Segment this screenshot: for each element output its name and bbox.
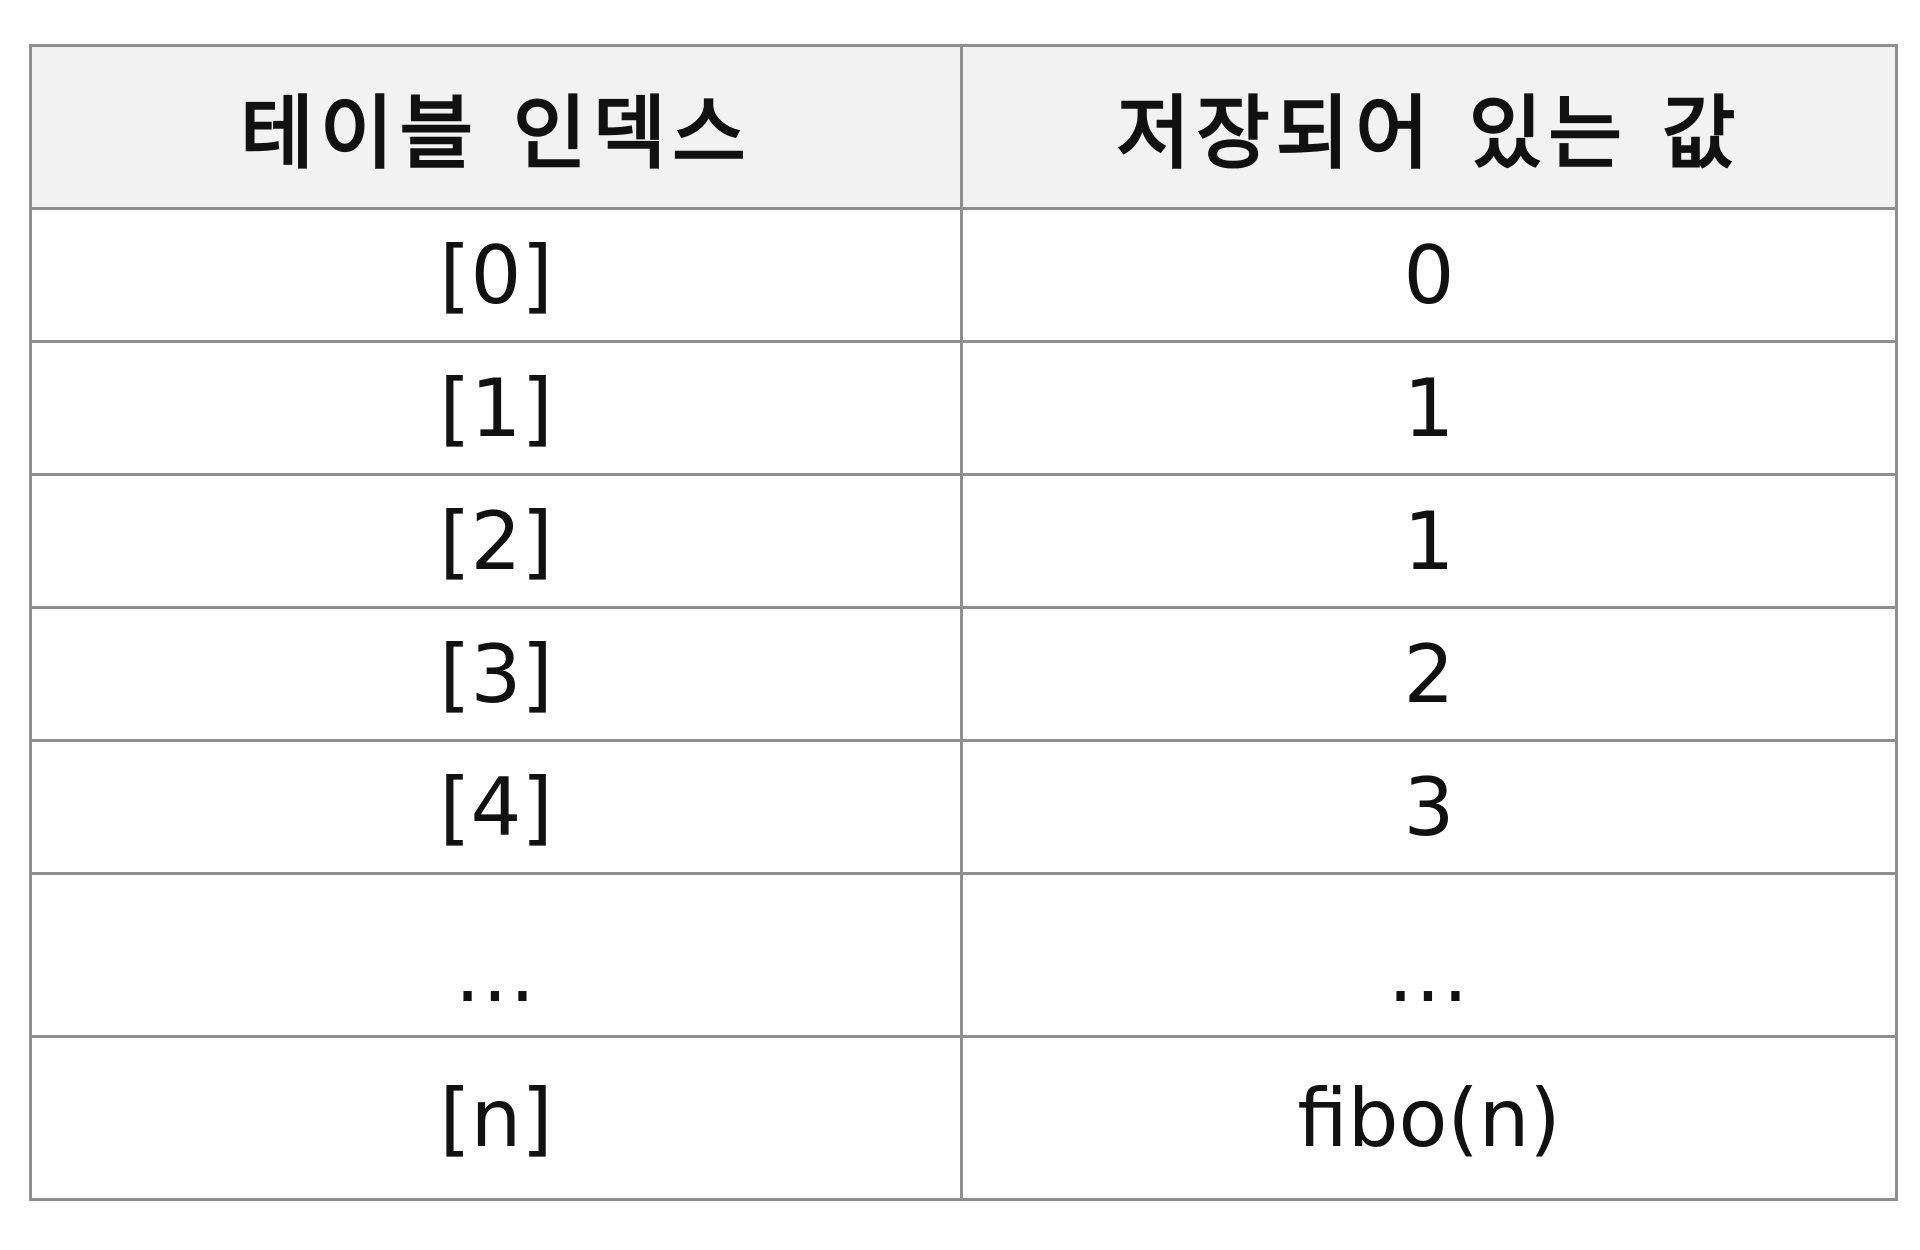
ellipsis-text: ... <box>1387 926 1471 1020</box>
index-cell: [3] <box>29 606 963 742</box>
ellipsis-text: ... <box>454 926 538 1020</box>
table-row: [4] 3 <box>29 739 1898 875</box>
value-ellipsis-cell: ... <box>960 872 1898 1038</box>
table-row: [0] 0 <box>29 207 1898 343</box>
value-cell: 1 <box>960 473 1898 609</box>
table-row: [n] fibo(n) <box>29 1035 1898 1201</box>
value-cell: 1 <box>960 340 1898 476</box>
value-cell: 0 <box>960 207 1898 343</box>
table-row-ellipsis: ... ... <box>29 872 1898 1038</box>
table-header-row: 테이블 인덱스 저장되어 있는 값 <box>29 44 1898 210</box>
index-cell: [n] <box>29 1035 963 1201</box>
header-table-index: 테이블 인덱스 <box>29 44 963 210</box>
table-row: [2] 1 <box>29 473 1898 609</box>
value-cell: 2 <box>960 606 1898 742</box>
index-cell: [0] <box>29 207 963 343</box>
memo-table-container: 테이블 인덱스 저장되어 있는 값 [0] 0 [1] 1 [2] 1 [3] … <box>29 44 1898 1201</box>
index-cell: [4] <box>29 739 963 875</box>
value-cell: 3 <box>960 739 1898 875</box>
index-cell: [1] <box>29 340 963 476</box>
memo-table: 테이블 인덱스 저장되어 있는 값 [0] 0 [1] 1 [2] 1 [3] … <box>29 44 1898 1201</box>
value-cell: fibo(n) <box>960 1035 1898 1201</box>
index-cell: [2] <box>29 473 963 609</box>
header-stored-value: 저장되어 있는 값 <box>960 44 1898 210</box>
index-ellipsis-cell: ... <box>29 872 963 1038</box>
table-row: [1] 1 <box>29 340 1898 476</box>
table-row: [3] 2 <box>29 606 1898 742</box>
